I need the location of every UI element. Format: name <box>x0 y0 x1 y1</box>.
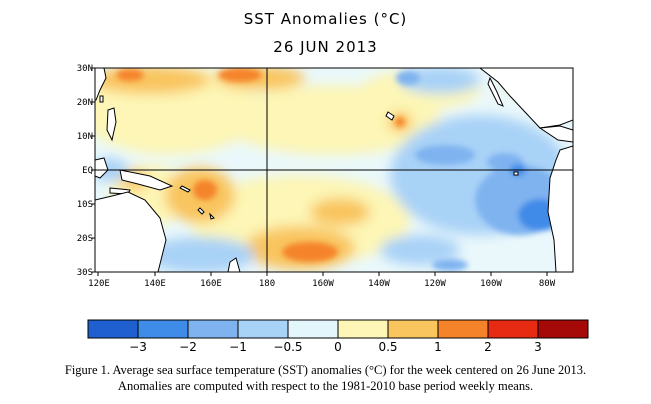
colorbar-swatch <box>237 319 289 339</box>
colorbar-swatch <box>287 319 339 339</box>
colorbar: −3 −2 −1 −0.5 0 0.5 1 2 3 <box>87 319 589 354</box>
lat-label: 10S <box>77 200 93 210</box>
lat-label: 10N <box>77 132 93 142</box>
lat-label: 30S <box>77 268 93 278</box>
colorbar-label: 0 <box>334 340 342 354</box>
lon-label: 80W <box>539 279 556 289</box>
lon-label: 180 <box>259 279 275 289</box>
anomaly-field <box>95 68 573 272</box>
colorbar-label: −0.5 <box>273 340 302 354</box>
latitude-labels: 30N 20N 10N EQ 10S 20S 30S <box>77 64 93 278</box>
map-date: 26 JUN 2013 <box>273 38 378 56</box>
lon-label: 140W <box>368 279 390 289</box>
lat-label: 20N <box>77 98 93 108</box>
lon-label: 120W <box>424 279 446 289</box>
lon-label: 160E <box>200 279 222 289</box>
colorbar-label: 3 <box>534 340 542 354</box>
colorbar-label: 0.5 <box>378 340 397 354</box>
colorbar-swatch <box>87 319 139 339</box>
lat-label: EQ <box>82 166 93 176</box>
colorbar-label: −1 <box>229 340 247 354</box>
lon-label: 120E <box>88 279 110 289</box>
colorbar-swatch <box>337 319 389 339</box>
longitude-labels: 120E 140E 160E 180 160W 140W 120W 100W 8… <box>88 279 556 289</box>
colorbar-swatch <box>137 319 189 339</box>
map-ticks <box>91 67 548 276</box>
colorbar-label: 2 <box>484 340 492 354</box>
lon-label: 160W <box>312 279 334 289</box>
colorbar-label: −3 <box>129 340 147 354</box>
map-title: SST Anomalies (°C) <box>243 10 408 28</box>
figure-caption-line-1: Figure 1. Average sea surface temperatur… <box>64 363 587 377</box>
colorbar-swatch <box>537 319 589 339</box>
colorbar-label: 1 <box>434 340 442 354</box>
lon-label: 140E <box>144 279 166 289</box>
colorbar-swatch <box>387 319 439 339</box>
lat-label: 30N <box>77 64 93 74</box>
colorbar-swatch <box>187 319 239 339</box>
colorbar-swatch <box>437 319 489 339</box>
lat-label: 20S <box>77 234 93 244</box>
lon-label: 100W <box>480 279 502 289</box>
colorbar-swatch <box>487 319 539 339</box>
figure-caption-line-2: Anomalies are computed with respect to t… <box>117 379 534 393</box>
colorbar-label: −2 <box>179 340 197 354</box>
